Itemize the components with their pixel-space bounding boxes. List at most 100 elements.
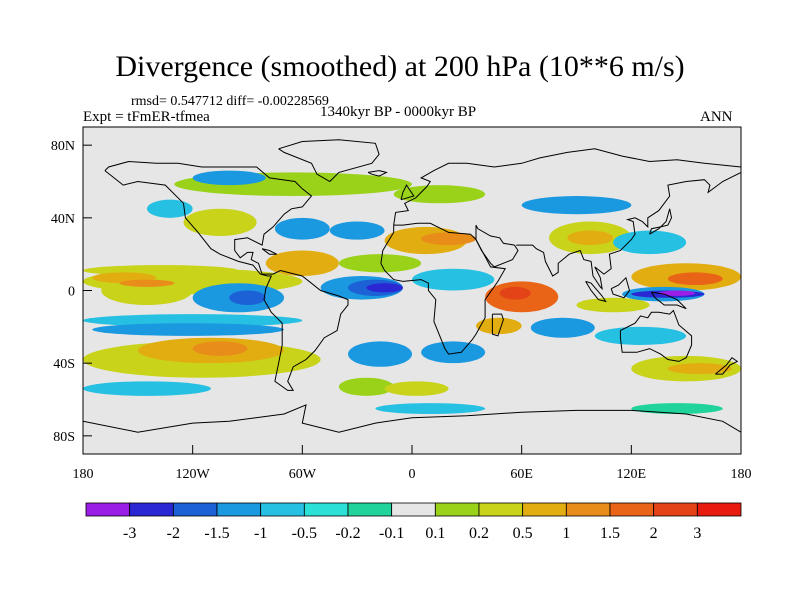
coastline: [367, 170, 388, 177]
chart-title: Divergence (smoothed) at 200 hPa (10**6 …: [115, 50, 685, 83]
coastline: [619, 309, 693, 362]
contour-region: [475, 317, 522, 335]
contour-region: [192, 341, 248, 356]
colorbar-label: -3: [123, 525, 136, 542]
colorbar-swatch: [216, 502, 262, 517]
contour-region: [329, 221, 385, 240]
contour-region: [119, 279, 175, 287]
colorbar-label: 0.5: [513, 525, 533, 542]
axes: 180 120W 60W 0 60E 120E 180 80N 40N 0 40S 80S: [51, 139, 752, 482]
coastline: [715, 357, 739, 375]
coastline: [610, 276, 631, 299]
contour-region: [265, 250, 339, 276]
coastline: [516, 171, 741, 291]
contour-region: [375, 403, 486, 415]
y-tick-label: 80N: [51, 139, 75, 154]
contour-region: [499, 286, 531, 300]
contour-region: [421, 341, 486, 364]
x-tick-label: 120E: [617, 467, 647, 482]
contour-region: [631, 403, 723, 415]
colorbar-label: -0.2: [335, 525, 360, 542]
colorbar-label: 2: [650, 525, 658, 542]
coastline: [261, 248, 277, 255]
contour-region: [613, 230, 687, 255]
colorbar-swatch: [303, 502, 349, 517]
contour-region: [192, 170, 266, 186]
y-tick-label: 80S: [53, 430, 75, 445]
contour-region: [348, 341, 412, 367]
contour-region: [338, 254, 422, 273]
contour-region: [393, 185, 486, 204]
contour-region: [667, 272, 723, 286]
period-label: 1340kyr BP - 0000kyr BP: [320, 104, 477, 120]
map-area: [82, 126, 742, 455]
colorbar: -3 -2 -1.5 -1 -0.5 -0.2 -0.1 0.1 0.2 0.5 1 1.5 2 3: [85, 502, 742, 542]
colorbar-swatch: [85, 502, 131, 517]
coastline: [104, 160, 349, 391]
contour-region: [83, 381, 211, 396]
colorbar-label: -1: [254, 525, 267, 542]
coastline: [380, 222, 507, 355]
contour-region: [576, 297, 650, 313]
x-tick-label: 60E: [510, 467, 533, 482]
colorbar-label: -0.5: [292, 525, 317, 542]
x-tick-label: 180: [73, 467, 94, 482]
contour-region: [530, 317, 595, 338]
coastline: [393, 148, 741, 226]
contour-region: [274, 217, 330, 240]
contour-region: [338, 377, 394, 396]
x-tick-label: 60W: [289, 467, 317, 482]
colorbar-swatch: [609, 502, 655, 517]
colorbar-label: 0.2: [469, 525, 489, 542]
experiment-label: Expt = tFmER-tfmea: [83, 109, 210, 125]
colorbar-swatch: [391, 502, 436, 517]
y-tick-label: 0: [68, 285, 75, 300]
coastline: [650, 291, 687, 310]
x-tick-label: 120W: [176, 467, 211, 482]
colorbar-swatch: [653, 502, 698, 517]
colorbar-swatch: [172, 502, 218, 517]
contour-region: [594, 326, 687, 345]
contour-region: [567, 230, 614, 246]
contour-region: [366, 283, 403, 293]
colorbar-label: -2: [167, 525, 180, 542]
contour-region: [658, 290, 696, 296]
season-label: ANN: [700, 109, 733, 125]
colorbar-label: 1.5: [600, 525, 620, 542]
colorbar-label: -0.1: [379, 525, 404, 542]
contour-region: [384, 381, 449, 396]
contour-region: [412, 268, 495, 291]
stats-label: rmsd= 0.547712 diff= -0.00228569: [131, 94, 329, 109]
coastline: [491, 313, 504, 337]
divergence-contours: [83, 170, 741, 415]
contour-region: [521, 196, 632, 215]
x-tick-label: 180: [731, 467, 752, 482]
coastline: [400, 184, 415, 201]
x-tick-label: 0: [409, 467, 416, 482]
colorbar-swatch: [260, 502, 305, 517]
coastline: [585, 280, 607, 303]
colorbar-swatch: [347, 502, 393, 517]
coastline: [278, 139, 380, 183]
contour-region: [183, 208, 257, 236]
contour-region: [146, 199, 193, 218]
coastline: [475, 224, 519, 268]
contour-region: [667, 363, 732, 375]
colorbar-swatch: [478, 502, 524, 517]
colorbar-label: 0.1: [425, 525, 445, 542]
contour-region: [83, 314, 303, 327]
colorbar-swatch: [696, 502, 742, 517]
colorbar-label: 3: [693, 525, 701, 542]
contour-region: [229, 290, 266, 306]
contour-region: [92, 323, 285, 336]
colorbar-swatch: [129, 502, 174, 517]
y-tick-label: 40N: [51, 212, 75, 227]
coastline: [83, 404, 741, 433]
colorbar-swatch: [434, 502, 480, 517]
colorbar-swatch: [565, 502, 611, 517]
colorbar-swatch: [522, 502, 567, 517]
coastline: [649, 208, 673, 235]
colorbar-label: 1: [562, 525, 570, 542]
y-tick-label: 40S: [53, 357, 75, 372]
